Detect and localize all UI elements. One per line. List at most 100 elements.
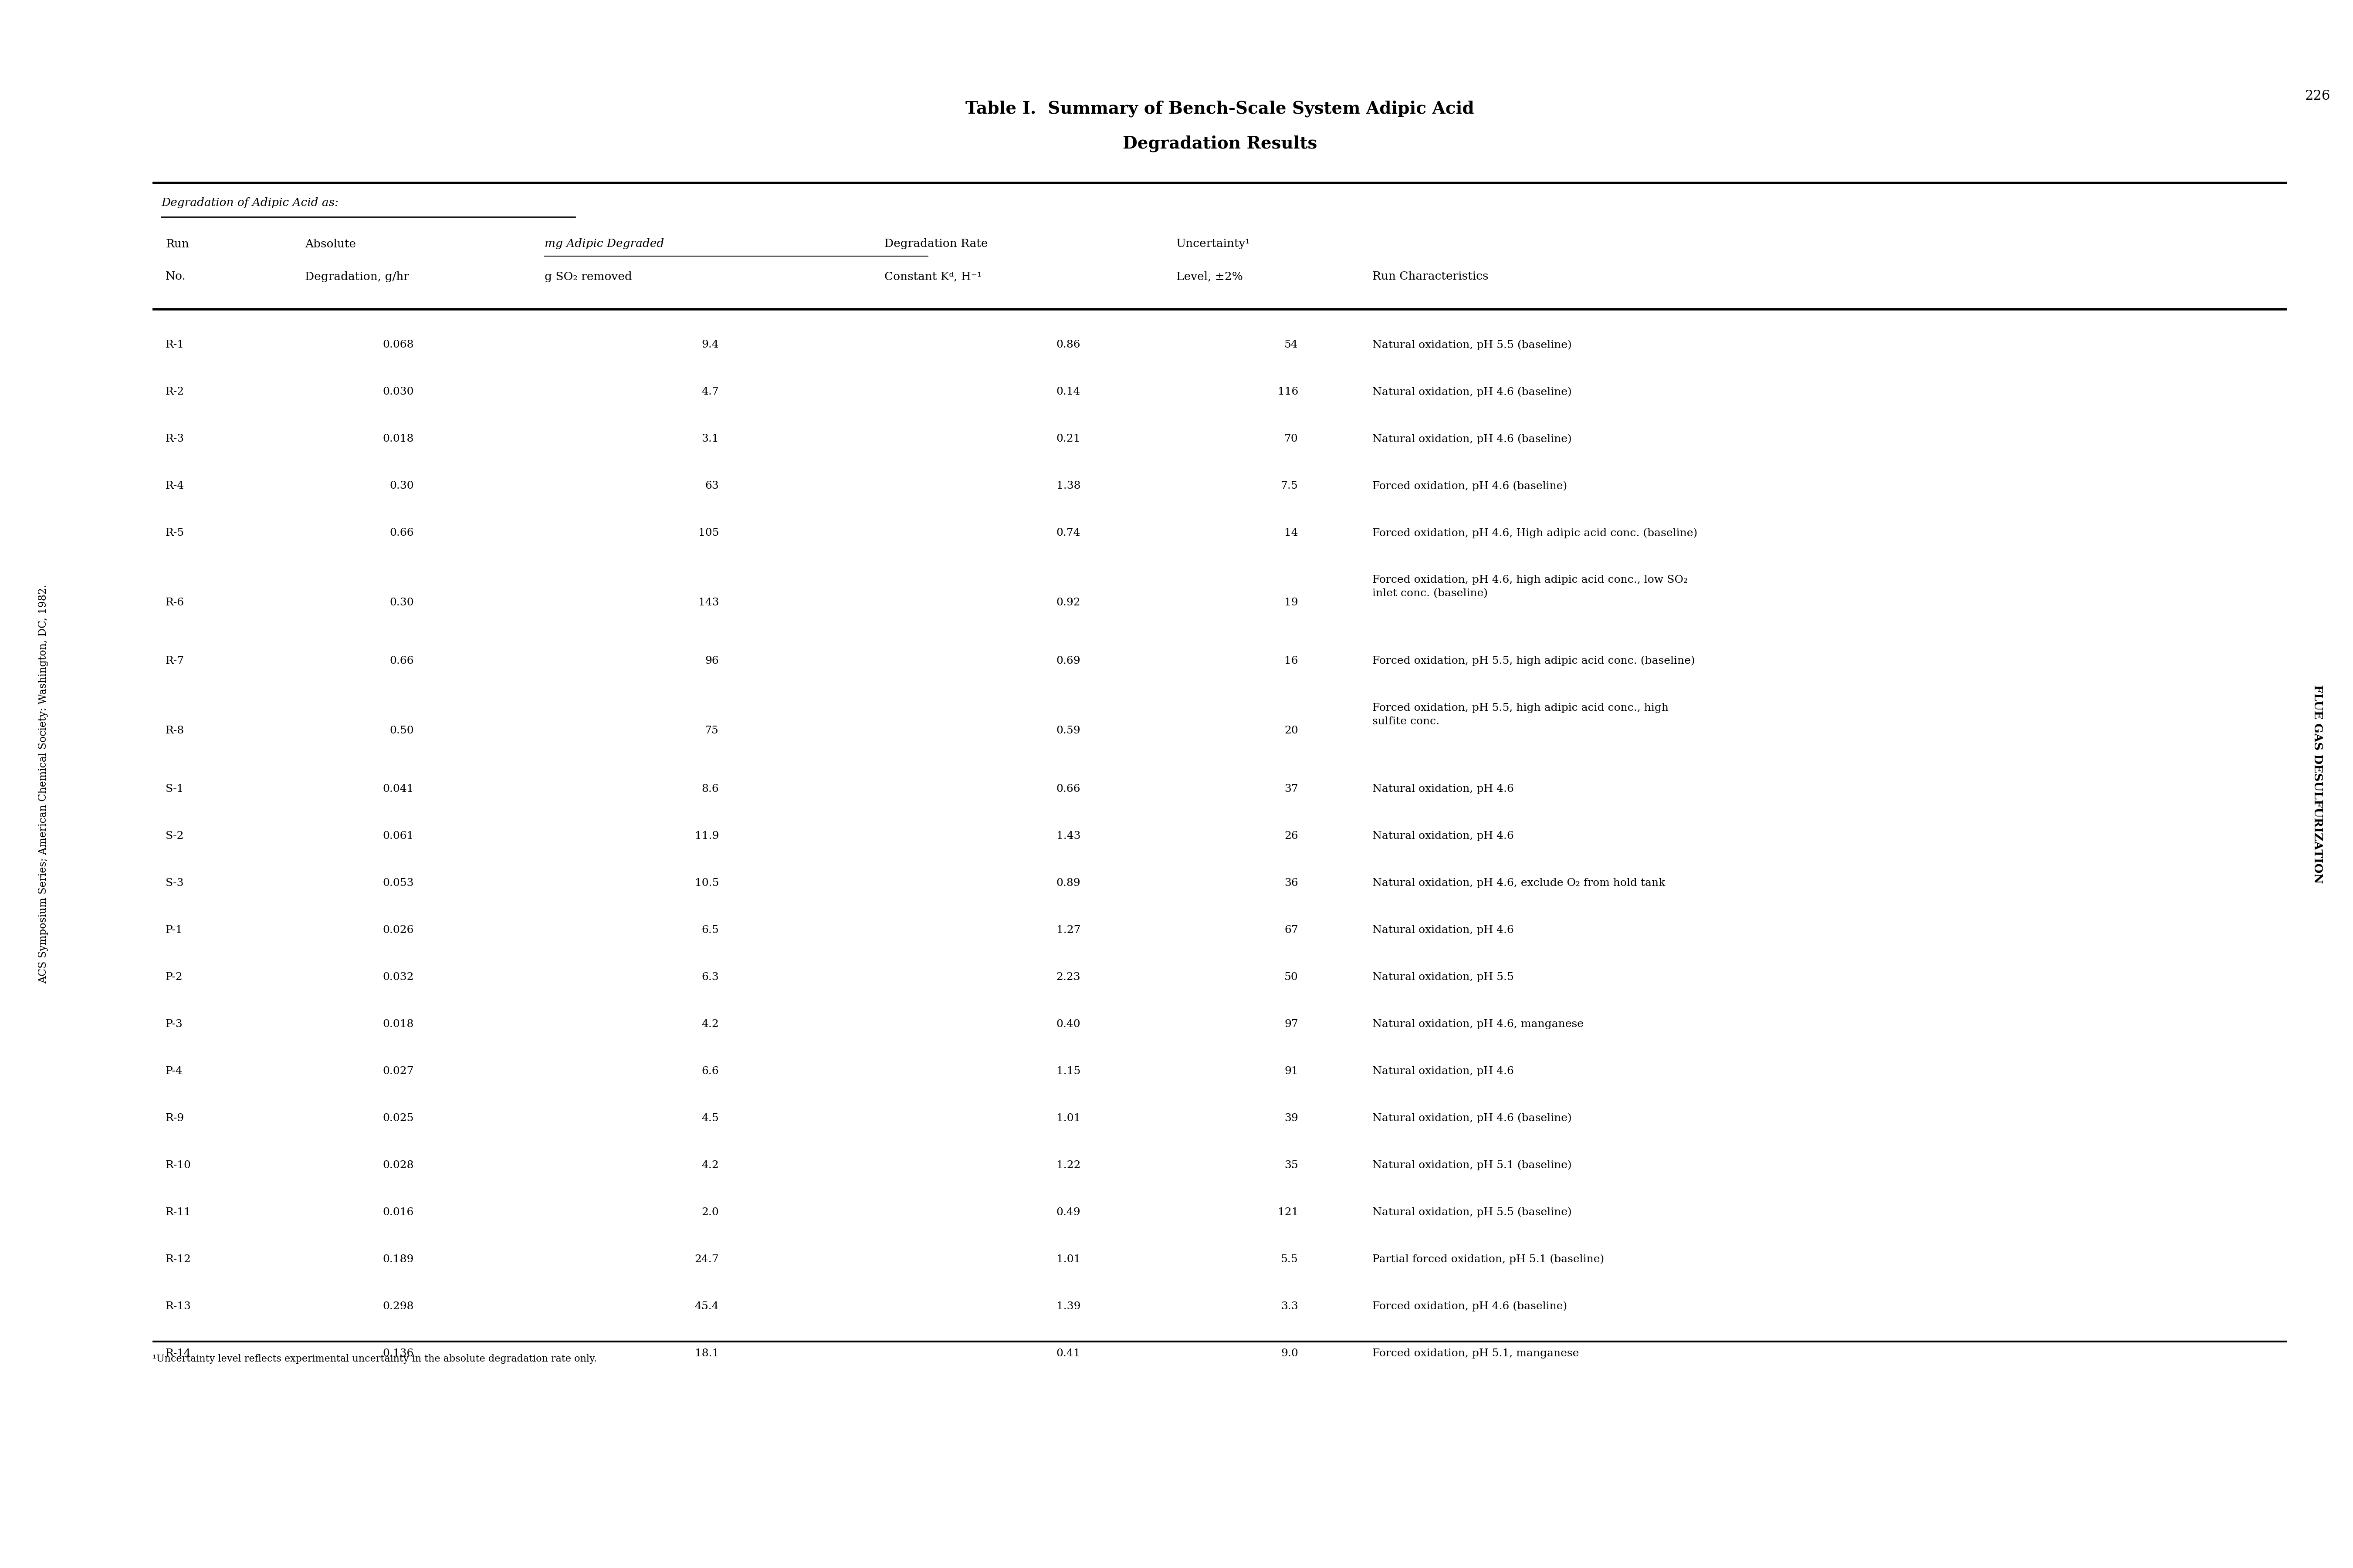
Text: 0.018: 0.018 (384, 1019, 414, 1029)
Text: 11.9: 11.9 (694, 831, 718, 840)
Text: Natural oxidation, pH 5.5 (baseline): Natural oxidation, pH 5.5 (baseline) (1372, 1207, 1572, 1217)
Text: Constant Kᵈ, H⁻¹: Constant Kᵈ, H⁻¹ (885, 271, 981, 282)
Text: Natural oxidation, pH 4.6: Natural oxidation, pH 4.6 (1372, 1066, 1513, 1076)
Text: 0.41: 0.41 (1056, 1348, 1080, 1358)
Text: 105: 105 (699, 528, 718, 538)
Text: 0.027: 0.027 (384, 1066, 414, 1076)
Text: 36: 36 (1285, 878, 1299, 887)
Text: 20: 20 (1285, 726, 1299, 735)
Text: 0.061: 0.061 (384, 831, 414, 840)
Text: 0.025: 0.025 (384, 1113, 414, 1123)
Text: 0.298: 0.298 (384, 1301, 414, 1311)
Text: 1.27: 1.27 (1056, 925, 1080, 935)
Text: Uncertainty¹: Uncertainty¹ (1176, 238, 1249, 249)
Text: 14: 14 (1285, 528, 1299, 538)
Text: 4.7: 4.7 (701, 387, 718, 397)
Text: Degradation, g/hr: Degradation, g/hr (306, 271, 409, 282)
Text: R-14: R-14 (165, 1348, 191, 1358)
Text: 1.43: 1.43 (1056, 831, 1080, 840)
Text: 5.5: 5.5 (1280, 1254, 1299, 1264)
Text: 1.38: 1.38 (1056, 481, 1080, 491)
Text: 10.5: 10.5 (694, 878, 718, 887)
Text: 63: 63 (706, 481, 718, 491)
Text: 19: 19 (1285, 597, 1299, 608)
Text: 50: 50 (1285, 972, 1299, 982)
Text: 0.041: 0.041 (384, 784, 414, 793)
Text: ACS Symposium Series; American Chemical Society: Washington, DC, 1982.: ACS Symposium Series; American Chemical … (38, 585, 49, 983)
Text: 18.1: 18.1 (694, 1348, 718, 1358)
Text: Natural oxidation, pH 4.6: Natural oxidation, pH 4.6 (1372, 831, 1513, 840)
Text: 6.6: 6.6 (701, 1066, 718, 1076)
Text: S-1: S-1 (165, 784, 184, 793)
Text: R-1: R-1 (165, 340, 184, 350)
Text: g SO₂ removed: g SO₂ removed (544, 271, 633, 282)
Text: 26: 26 (1285, 831, 1299, 840)
Text: 54: 54 (1285, 340, 1299, 350)
Text: P-1: P-1 (165, 925, 184, 935)
Text: R-3: R-3 (165, 434, 184, 444)
Text: No.: No. (165, 271, 186, 282)
Text: S-2: S-2 (165, 831, 184, 840)
Text: R-4: R-4 (165, 481, 184, 491)
Text: 0.74: 0.74 (1056, 528, 1080, 538)
Text: 0.018: 0.018 (384, 434, 414, 444)
Text: 70: 70 (1285, 434, 1299, 444)
Text: 0.66: 0.66 (391, 528, 414, 538)
Text: 0.189: 0.189 (384, 1254, 414, 1264)
Text: 75: 75 (706, 726, 718, 735)
Text: R-2: R-2 (165, 387, 184, 397)
Text: 0.49: 0.49 (1056, 1207, 1080, 1217)
Text: 8.6: 8.6 (701, 784, 718, 793)
Text: 3.3: 3.3 (1280, 1301, 1299, 1311)
Text: 0.86: 0.86 (1056, 340, 1080, 350)
Text: 6.3: 6.3 (701, 972, 718, 982)
Text: 0.92: 0.92 (1056, 597, 1080, 608)
Text: 1.15: 1.15 (1056, 1066, 1080, 1076)
Text: Natural oxidation, pH 5.5 (baseline): Natural oxidation, pH 5.5 (baseline) (1372, 340, 1572, 350)
Text: 0.66: 0.66 (391, 655, 414, 666)
Text: Forced oxidation, pH 5.5, high adipic acid conc., high
sulfite conc.: Forced oxidation, pH 5.5, high adipic ac… (1372, 702, 1668, 726)
Text: Natural oxidation, pH 4.6 (baseline): Natural oxidation, pH 4.6 (baseline) (1372, 434, 1572, 444)
Text: 121: 121 (1278, 1207, 1299, 1217)
Text: 67: 67 (1285, 925, 1299, 935)
Text: Natural oxidation, pH 4.6: Natural oxidation, pH 4.6 (1372, 925, 1513, 935)
Text: Forced oxidation, pH 4.6, High adipic acid conc. (baseline): Forced oxidation, pH 4.6, High adipic ac… (1372, 528, 1697, 538)
Text: Forced oxidation, pH 4.6 (baseline): Forced oxidation, pH 4.6 (baseline) (1372, 1301, 1567, 1311)
Text: R-9: R-9 (165, 1113, 184, 1123)
Text: 0.21: 0.21 (1056, 434, 1080, 444)
Text: 1.39: 1.39 (1056, 1301, 1080, 1311)
Text: 9.0: 9.0 (1280, 1348, 1299, 1358)
Text: 116: 116 (1278, 387, 1299, 397)
Text: 0.59: 0.59 (1056, 726, 1080, 735)
Text: 45.4: 45.4 (694, 1301, 718, 1311)
Text: 4.5: 4.5 (701, 1113, 718, 1123)
Text: Natural oxidation, pH 4.6 (baseline): Natural oxidation, pH 4.6 (baseline) (1372, 387, 1572, 397)
Text: Natural oxidation, pH 4.6, manganese: Natural oxidation, pH 4.6, manganese (1372, 1019, 1584, 1029)
Text: Degradation Rate: Degradation Rate (885, 238, 988, 249)
Text: R-5: R-5 (165, 528, 184, 538)
Text: 0.026: 0.026 (384, 925, 414, 935)
Text: S-3: S-3 (165, 878, 184, 887)
Text: 3.1: 3.1 (701, 434, 718, 444)
Text: Forced oxidation, pH 5.1, manganese: Forced oxidation, pH 5.1, manganese (1372, 1348, 1579, 1358)
Text: 9.4: 9.4 (701, 340, 718, 350)
Text: 0.69: 0.69 (1056, 655, 1080, 666)
Text: 24.7: 24.7 (694, 1254, 718, 1264)
Text: Degradation Results: Degradation Results (1122, 135, 1318, 152)
Text: Run: Run (165, 238, 188, 249)
Text: Natural oxidation, pH 4.6: Natural oxidation, pH 4.6 (1372, 784, 1513, 793)
Text: 6.5: 6.5 (701, 925, 718, 935)
Text: 0.14: 0.14 (1056, 387, 1080, 397)
Text: P-3: P-3 (165, 1019, 184, 1029)
Text: Forced oxidation, pH 4.6 (baseline): Forced oxidation, pH 4.6 (baseline) (1372, 481, 1567, 491)
Text: Degradation of Adipic Acid as:: Degradation of Adipic Acid as: (162, 198, 339, 209)
Text: Partial forced oxidation, pH 5.1 (baseline): Partial forced oxidation, pH 5.1 (baseli… (1372, 1254, 1605, 1264)
Text: 0.032: 0.032 (384, 972, 414, 982)
Text: Forced oxidation, pH 5.5, high adipic acid conc. (baseline): Forced oxidation, pH 5.5, high adipic ac… (1372, 655, 1694, 666)
Text: Absolute: Absolute (306, 238, 355, 249)
Text: P-4: P-4 (165, 1066, 184, 1076)
Text: 2.23: 2.23 (1056, 972, 1080, 982)
Text: R-7: R-7 (165, 655, 184, 666)
Text: 0.89: 0.89 (1056, 878, 1080, 887)
Text: Natural oxidation, pH 4.6, exclude O₂ from hold tank: Natural oxidation, pH 4.6, exclude O₂ fr… (1372, 878, 1666, 887)
